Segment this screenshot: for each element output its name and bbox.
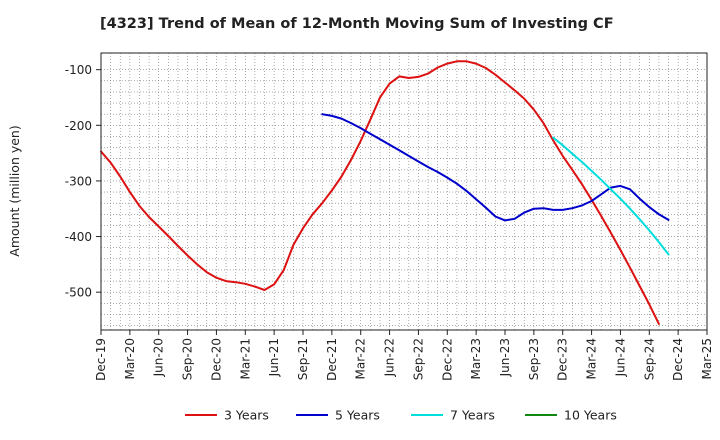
x-tick-label: Mar-22 — [354, 338, 368, 379]
x-tick-label: Dec-21 — [325, 338, 339, 381]
chart-title: [4323] Trend of Mean of 12-Month Moving … — [100, 16, 614, 32]
x-tick-label: Dec-20 — [209, 338, 223, 381]
x-tick-label: Mar-21 — [238, 338, 252, 379]
legend-label: 10 Years — [564, 408, 617, 423]
y-tick-label: -300 — [65, 174, 92, 188]
legend-label: 7 Years — [450, 408, 495, 423]
x-tick-label: Jun-23 — [498, 338, 512, 377]
x-tick-label: Sep-20 — [181, 338, 195, 380]
grid-layer — [101, 53, 707, 330]
legend-label: 5 Years — [335, 408, 380, 423]
series-line-5-years — [321, 113, 670, 222]
y-tick-label: -400 — [65, 230, 92, 244]
x-tick-label: Dec-22 — [440, 338, 454, 381]
x-tick-label: Sep-24 — [642, 338, 656, 380]
x-tick-label: Mar-24 — [585, 338, 599, 379]
x-tick-label: Jun-24 — [613, 338, 627, 377]
x-tick-label: Dec-24 — [671, 338, 685, 381]
series-layer — [100, 60, 670, 325]
x-tick-label: Mar-23 — [469, 338, 483, 379]
x-tick-label: Jun-20 — [152, 338, 166, 377]
x-tick-label: Sep-21 — [296, 338, 310, 380]
series-line-3-years — [100, 60, 660, 325]
series-line-7-years — [552, 136, 670, 256]
x-tick-label: Jun-21 — [267, 338, 281, 377]
plot-frame — [100, 52, 708, 331]
x-tick-label: Dec-19 — [94, 338, 108, 381]
legend-label: 3 Years — [224, 408, 269, 423]
legend: 3 Years 5 Years 7 Years 10 Years — [185, 408, 617, 423]
y-tick-label: -500 — [65, 286, 92, 300]
y-tick-label: -100 — [65, 63, 92, 77]
x-tick-label: Sep-22 — [411, 338, 425, 380]
y-axis-label: Amount (million yen) — [7, 125, 22, 256]
x-tick-label: Mar-20 — [123, 338, 137, 379]
x-tick-label: Dec-23 — [556, 338, 570, 381]
y-tick-label: -200 — [65, 119, 92, 133]
x-tick-label: Mar-25 — [700, 338, 714, 379]
x-tick-label: Sep-23 — [527, 338, 541, 380]
axis-layer: -100 -200 -300 -400 -500 Dec-19 Mar-20 Jun-20 Se… — [65, 63, 714, 381]
x-tick-label: Jun-22 — [383, 338, 397, 377]
